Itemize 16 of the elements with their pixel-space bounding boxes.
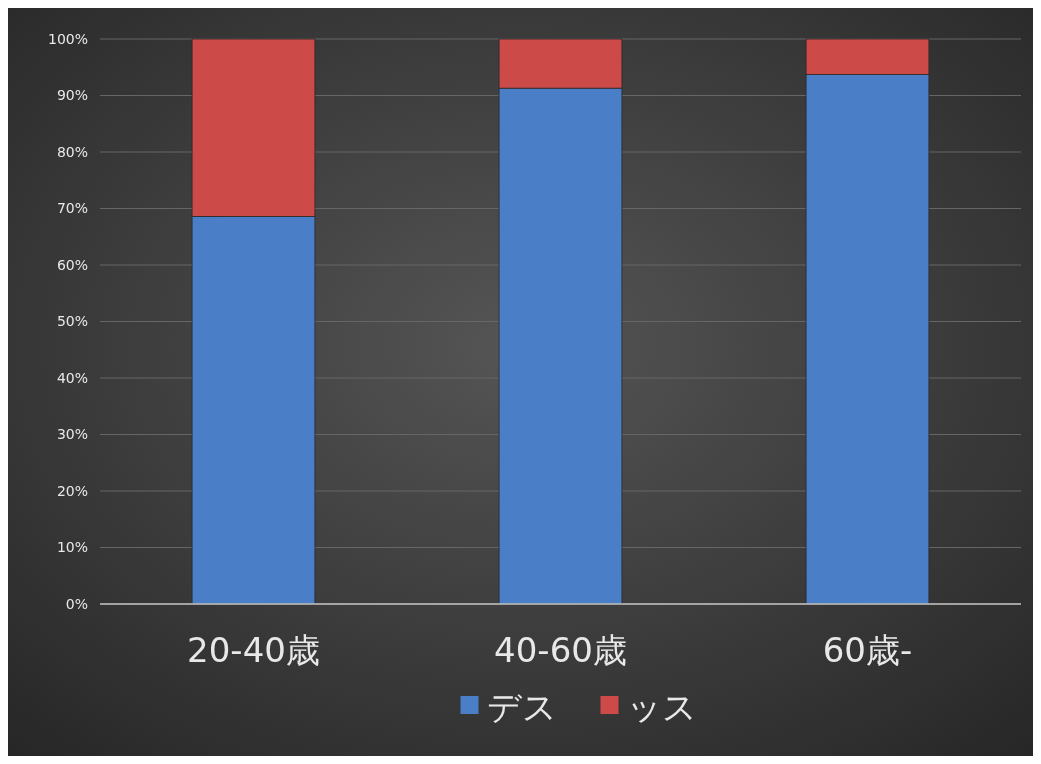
legend-label: ッス <box>626 686 697 727</box>
x-tick-label: 20-40歳 <box>187 630 320 670</box>
y-tick-label: 60% <box>56 256 88 273</box>
y-tick-label: 40% <box>56 369 88 386</box>
text: デス <box>486 686 557 727</box>
y-tick-label: 20% <box>56 482 88 499</box>
y-tick-label: 30% <box>56 426 88 443</box>
x-tick-label: 40-60歳 <box>494 630 627 670</box>
y-tick-label: 10% <box>56 539 88 556</box>
y-tick-label: 90% <box>56 87 88 104</box>
y-tick-label: 50% <box>56 313 88 330</box>
x-tick-label: 60歳- <box>822 630 913 670</box>
y-tick-label: 70% <box>56 200 88 217</box>
y-tick-label: 80% <box>56 143 88 160</box>
y-tick-label: 0% <box>65 595 88 612</box>
y-tick-label: 100% <box>47 30 88 47</box>
